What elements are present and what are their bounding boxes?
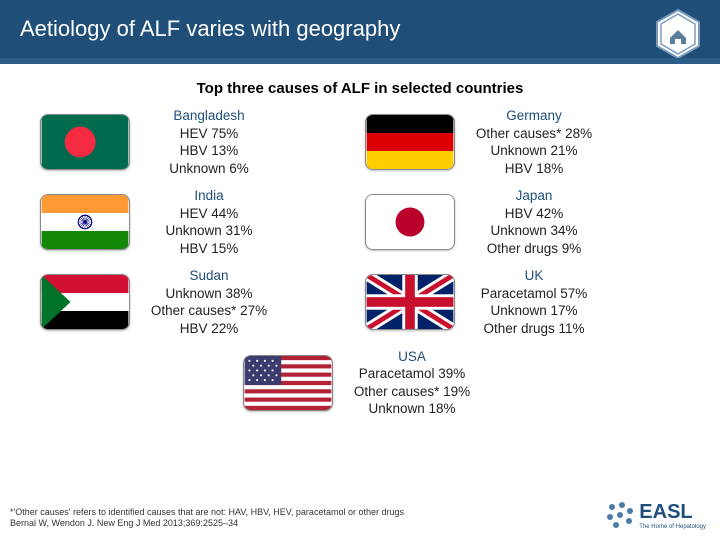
cause-line: Unknown 38% bbox=[144, 285, 274, 303]
country-text: USA Paracetamol 39% Other causes* 19% Un… bbox=[347, 348, 477, 418]
logo-icon bbox=[605, 500, 635, 530]
logo-subtitle: The Home of Hepatology bbox=[639, 524, 706, 530]
country-name: USA bbox=[347, 348, 477, 366]
cause-line: Other drugs 9% bbox=[469, 240, 599, 258]
country-name: Japan bbox=[469, 187, 599, 205]
flag-bangladesh bbox=[40, 114, 130, 170]
easl-logo: EASL The Home of Hepatology bbox=[605, 500, 706, 530]
footnote: *'Other causes' refers to identified cau… bbox=[10, 507, 404, 530]
country-text: Germany Other causes* 28% Unknown 21% HB… bbox=[469, 107, 599, 177]
cause-line: Unknown 34% bbox=[469, 222, 599, 240]
cause-line: HEV 44% bbox=[144, 205, 274, 223]
country-text: Sudan Unknown 38% Other causes* 27% HBV … bbox=[144, 267, 274, 337]
flag-usa bbox=[243, 355, 333, 411]
country-entry-sudan: Sudan Unknown 38% Other causes* 27% HBV … bbox=[40, 267, 355, 337]
country-name: Bangladesh bbox=[144, 107, 274, 125]
flag-germany bbox=[365, 114, 455, 170]
cause-line: Unknown 21% bbox=[469, 142, 599, 160]
country-entry-bangladesh: Bangladesh HEV 75% HBV 13% Unknown 6% bbox=[40, 107, 355, 177]
country-text: Bangladesh HEV 75% HBV 13% Unknown 6% bbox=[144, 107, 274, 177]
country-entry-uk: UK Paracetamol 57% Unknown 17% Other dru… bbox=[365, 267, 680, 337]
cause-line: Unknown 17% bbox=[469, 302, 599, 320]
slide-title: Aetiology of ALF varies with geography bbox=[20, 16, 400, 42]
cause-line: Other drugs 11% bbox=[469, 320, 599, 338]
country-row-usa: USA Paracetamol 39% Other causes* 19% Un… bbox=[0, 348, 720, 418]
cause-line: HBV 13% bbox=[144, 142, 274, 160]
country-text: Japan HBV 42% Unknown 34% Other drugs 9% bbox=[469, 187, 599, 257]
country-entry-india: India HEV 44% Unknown 31% HBV 15% bbox=[40, 187, 355, 257]
flag-uk bbox=[365, 274, 455, 330]
home-icon[interactable] bbox=[652, 8, 704, 60]
country-name: UK bbox=[469, 267, 599, 285]
country-name: India bbox=[144, 187, 274, 205]
country-name: Germany bbox=[469, 107, 599, 125]
cause-line: Other causes* 19% bbox=[347, 383, 477, 401]
cause-line: HBV 42% bbox=[469, 205, 599, 223]
cause-line: Unknown 6% bbox=[144, 160, 274, 178]
cause-line: HBV 22% bbox=[144, 320, 274, 338]
footnote-line: Bernal W, Wendon J. New Eng J Med 2013;3… bbox=[10, 518, 404, 530]
country-text: India HEV 44% Unknown 31% HBV 15% bbox=[144, 187, 274, 257]
cause-line: HBV 18% bbox=[469, 160, 599, 178]
cause-line: Other causes* 27% bbox=[144, 302, 274, 320]
cause-line: Paracetamol 39% bbox=[347, 365, 477, 383]
flag-sudan bbox=[40, 274, 130, 330]
country-entry-japan: Japan HBV 42% Unknown 34% Other drugs 9% bbox=[365, 187, 680, 257]
cause-line: Other causes* 28% bbox=[469, 125, 599, 143]
chart-subtitle: Top three causes of ALF in selected coun… bbox=[0, 80, 720, 97]
footnote-line: *'Other causes' refers to identified cau… bbox=[10, 507, 404, 519]
cause-line: Unknown 31% bbox=[144, 222, 274, 240]
country-text: UK Paracetamol 57% Unknown 17% Other dru… bbox=[469, 267, 599, 337]
slide-header: Aetiology of ALF varies with geography bbox=[0, 0, 720, 58]
cause-line: HEV 75% bbox=[144, 125, 274, 143]
country-entry-germany: Germany Other causes* 28% Unknown 21% HB… bbox=[365, 107, 680, 177]
flag-india bbox=[40, 194, 130, 250]
cause-line: Paracetamol 57% bbox=[469, 285, 599, 303]
country-entry-usa: USA Paracetamol 39% Other causes* 19% Un… bbox=[243, 348, 477, 418]
flag-japan bbox=[365, 194, 455, 250]
header-accent-stripe bbox=[0, 58, 720, 64]
logo-text: EASL bbox=[639, 501, 692, 523]
cause-line: HBV 15% bbox=[144, 240, 274, 258]
country-name: Sudan bbox=[144, 267, 274, 285]
cause-line: Unknown 18% bbox=[347, 400, 477, 418]
country-grid: Bangladesh HEV 75% HBV 13% Unknown 6% Ge… bbox=[0, 107, 720, 338]
